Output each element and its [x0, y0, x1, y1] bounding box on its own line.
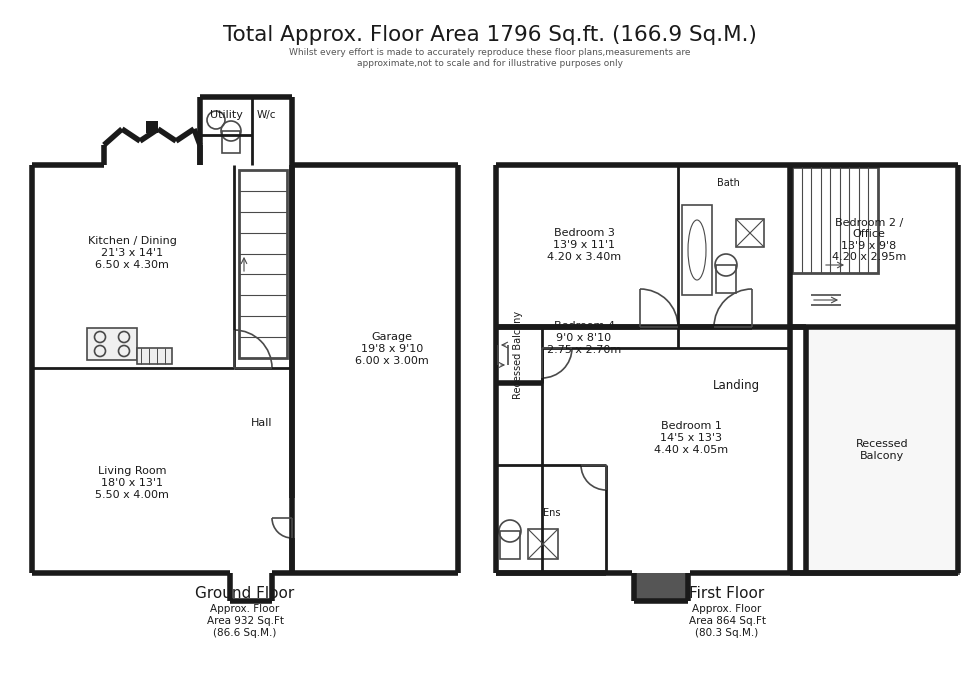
Bar — [716, 265, 736, 293]
Bar — [528, 529, 558, 559]
Bar — [239, 170, 287, 358]
Bar — [87, 328, 137, 360]
Text: Ground Floor: Ground Floor — [195, 586, 295, 601]
Text: Total Approx. Floor Area 1796 Sq.ft. (166.9 Sq.M.): Total Approx. Floor Area 1796 Sq.ft. (16… — [223, 25, 757, 45]
Text: Kitchen / Dining
21'3 x 14'1
6.50 x 4.30m: Kitchen / Dining 21'3 x 14'1 6.50 x 4.30… — [87, 236, 176, 270]
Bar — [682, 205, 712, 295]
Text: Utility: Utility — [210, 110, 242, 120]
Bar — [500, 531, 520, 559]
Text: Whilst every effort is made to accurately reproduce these floor plans,measuremen: Whilst every effort is made to accuratel… — [289, 49, 691, 68]
Text: W/c: W/c — [256, 110, 275, 120]
Bar — [634, 573, 688, 601]
Bar — [137, 348, 172, 364]
Text: Living Room
18'0 x 13'1
5.50 x 4.00m: Living Room 18'0 x 13'1 5.50 x 4.00m — [95, 466, 169, 500]
Text: Recessed Balcony: Recessed Balcony — [513, 311, 523, 399]
Bar — [736, 219, 764, 247]
Bar — [146, 121, 158, 133]
Text: Bedroom 1
14'5 x 13'3
4.40 x 4.05m: Bedroom 1 14'5 x 13'3 4.40 x 4.05m — [654, 421, 728, 455]
Bar — [222, 131, 240, 153]
Bar — [792, 167, 878, 273]
Text: Hall: Hall — [251, 418, 272, 428]
Text: Bath: Bath — [716, 178, 740, 188]
Text: Recessed
Balcony: Recessed Balcony — [856, 439, 908, 461]
Text: Garage
19'8 x 9'10
6.00 x 3.00m: Garage 19'8 x 9'10 6.00 x 3.00m — [355, 333, 429, 366]
Text: Landing: Landing — [712, 378, 760, 392]
Text: Ens: Ens — [543, 508, 561, 518]
Text: Bedroom 2 /
Office
13'9 x 9'8
4.20 x 2.95m: Bedroom 2 / Office 13'9 x 9'8 4.20 x 2.9… — [832, 218, 906, 263]
Text: Approx. Floor
Area 932 Sq.Ft
(86.6 Sq.M.): Approx. Floor Area 932 Sq.Ft (86.6 Sq.M.… — [207, 604, 283, 638]
Bar — [806, 327, 958, 573]
Text: Bedroom 4
9'0 x 8'10
2.75 x 2.70m: Bedroom 4 9'0 x 8'10 2.75 x 2.70m — [547, 322, 621, 355]
Text: Approx. Floor
Area 864 Sq.Ft
(80.3 Sq.M.): Approx. Floor Area 864 Sq.Ft (80.3 Sq.M.… — [689, 604, 765, 638]
Text: First Floor: First Floor — [689, 586, 764, 601]
Text: Bedroom 3
13'9 x 11'1
4.20 x 3.40m: Bedroom 3 13'9 x 11'1 4.20 x 3.40m — [547, 229, 621, 261]
